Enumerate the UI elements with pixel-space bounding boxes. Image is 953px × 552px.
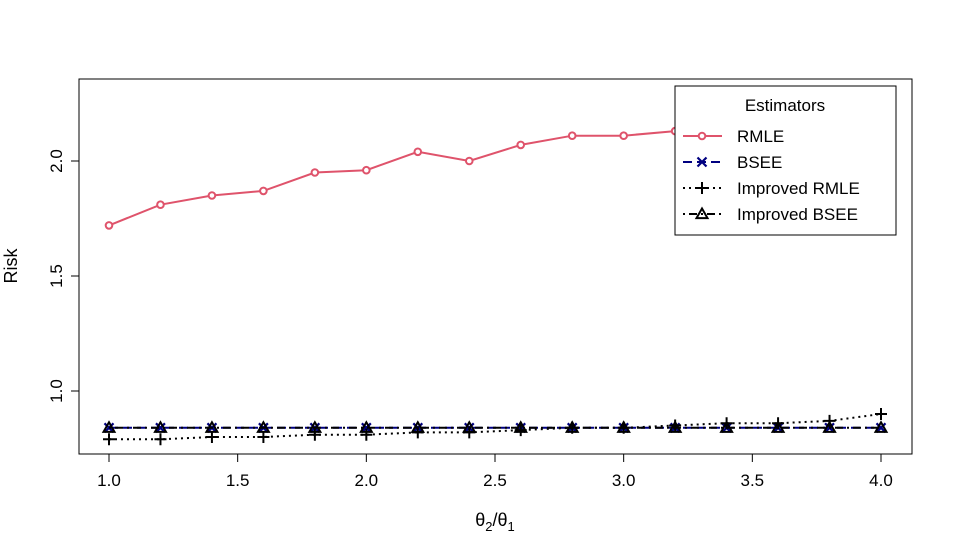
data-point-improved-rmle-0 (103, 433, 115, 446)
y-tick-label-0: 1.0 (47, 379, 66, 403)
data-point-improved-bsee-8 (513, 420, 528, 433)
x-axis-title-theta-1: θ (498, 510, 508, 530)
legend-entry-improved-bsee: Improved BSEE (683, 205, 858, 224)
x-axis-title-sub-2: 2 (485, 519, 492, 534)
data-point-rmle-0 (104, 221, 114, 230)
y-tick-label-2: 2.0 (47, 149, 66, 173)
data-point-rmle-3 (259, 186, 268, 196)
x-tick-label-0: 1.0 (97, 471, 121, 490)
x-axis-title-slash: / (492, 510, 497, 530)
data-point-improved-bsee-10 (616, 420, 631, 433)
data-point-improved-bsee-4 (307, 420, 323, 433)
data-point-rmle-6 (413, 147, 423, 157)
legend-entry-bsee: BSEE (683, 153, 782, 172)
data-point-rmle-8 (516, 140, 526, 150)
data-point-improved-rmle-5 (360, 428, 373, 441)
data-point-rmle-7 (464, 156, 474, 166)
data-point-improved-bsee-12 (719, 420, 734, 433)
legend-entry-rmle: RMLE (683, 127, 784, 146)
data-point-improved-bsee-13 (770, 420, 786, 433)
x-axis-title: θ2/θ1 (475, 510, 515, 534)
legend-title: Estimators (745, 96, 825, 115)
data-point-bsee-5 (361, 422, 372, 434)
data-point-improved-rmle-3 (257, 431, 270, 443)
series-improved-bsee (101, 420, 889, 433)
data-point-rmle-1 (156, 200, 165, 209)
data-point-improved-rmle-2 (205, 431, 218, 443)
x-tick-label-6: 4.0 (869, 471, 893, 490)
x-tick-label-2: 2.0 (355, 471, 379, 490)
legend-label-improved-rmle: Improved RMLE (737, 179, 860, 198)
x-tick-label-1: 1.5 (226, 471, 250, 490)
legend-label-improved-bsee: Improved BSEE (737, 205, 858, 224)
data-point-improved-bsee-14 (822, 420, 837, 433)
legend-marker-rmle (697, 131, 707, 141)
x-axis: 1.0 1.5 2.0 2.5 3.0 3.5 4.0 (97, 453, 893, 490)
data-point-rmle-5 (362, 165, 371, 175)
y-tick-label-1: 1.5 (47, 264, 66, 288)
legend: Estimators RMLE BSEE Improved RMLE Improved… (674, 85, 897, 236)
legend-entries: RMLE BSEE Improved RMLE Improved BSEE (683, 127, 860, 224)
legend-entry-improved-rmle: Improved RMLE (683, 179, 860, 198)
legend-box (674, 85, 897, 236)
legend-marker-improved-bsee (694, 206, 710, 220)
data-point-improved-bsee-2 (204, 420, 220, 433)
data-point-improved-rmle-4 (308, 428, 321, 441)
data-point-improved-bsee-6 (410, 420, 426, 433)
data-point-rmle-2 (207, 191, 217, 200)
x-tick-label-3: 2.5 (483, 471, 507, 490)
legend-label-bsee: BSEE (737, 153, 782, 172)
data-point-improved-bsee-5 (359, 420, 374, 433)
data-point-improved-bsee-3 (256, 420, 271, 433)
x-tick-label-5: 3.5 (741, 471, 765, 490)
data-point-rmle-10 (619, 131, 628, 140)
legend-label-rmle: RMLE (737, 127, 784, 146)
data-point-rmle-9 (567, 131, 577, 140)
legend-marker-bsee (696, 156, 708, 168)
x-axis-title-sub-1: 1 (508, 519, 515, 534)
x-axis-title-theta-2: θ (475, 510, 485, 530)
data-point-improved-bsee-9 (564, 420, 580, 433)
x-tick-label-4: 3.0 (612, 471, 636, 490)
data-point-improved-bsee-0 (101, 420, 117, 433)
data-point-improved-bsee-11 (667, 420, 683, 433)
data-point-bsee-1 (155, 422, 166, 434)
data-point-improved-bsee-15 (873, 420, 889, 433)
data-point-improved-bsee-7 (462, 420, 477, 433)
data-point-bsee-15 (875, 422, 887, 434)
data-point-rmle-4 (310, 168, 320, 177)
data-point-improved-rmle-1 (154, 433, 167, 446)
series-line-improved-rmle (109, 413, 882, 441)
legend-marker-improved-rmle (696, 182, 708, 194)
data-point-improved-rmle-15 (875, 408, 887, 420)
y-axis: 1.0 1.5 2.0 (47, 149, 80, 403)
y-axis-title: Risk (1, 248, 21, 284)
data-point-improved-bsee-1 (153, 420, 168, 433)
